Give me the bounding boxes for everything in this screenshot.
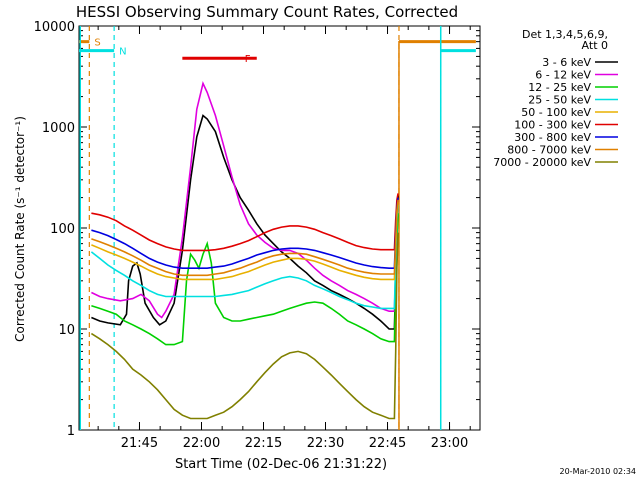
series-line-1 bbox=[91, 80, 399, 319]
series-line-6 bbox=[91, 197, 399, 269]
y-tick-label: 10 bbox=[58, 323, 75, 338]
x-axis-label: Start Time (02-Dec-06 21:31:22) bbox=[175, 457, 387, 472]
legend-entry-label: 800 - 7000 keV bbox=[507, 144, 591, 157]
legend-entry-label: 12 - 25 keV bbox=[528, 81, 591, 94]
x-tick-label: 22:00 bbox=[183, 436, 220, 451]
y-tick-label: 1000 bbox=[42, 121, 75, 136]
x-tick-label: 21:45 bbox=[121, 436, 158, 451]
marker-f-label: F bbox=[245, 54, 251, 65]
series-line-0 bbox=[91, 114, 399, 330]
series-line-8 bbox=[90, 232, 399, 420]
legend-header: Att 0 bbox=[582, 39, 608, 52]
legend-entry-label: 50 - 100 keV bbox=[521, 106, 591, 119]
marker-s-label: S bbox=[94, 38, 100, 49]
y-tick-label: 1 bbox=[67, 424, 75, 439]
chart-title: HESSI Observing Summary Count Rates, Cor… bbox=[76, 3, 458, 21]
legend-entry-label: 100 - 300 keV bbox=[514, 119, 591, 132]
series-line-4 bbox=[91, 202, 399, 281]
series-line-3 bbox=[90, 204, 399, 310]
series-line-7 bbox=[91, 199, 399, 277]
y-tick-label: 10000 bbox=[34, 20, 75, 35]
y-axis-label: Corrected Count Rate (s⁻¹ detector⁻¹) bbox=[13, 116, 27, 342]
legend-header: Det 1,3,4,5,6,9, bbox=[522, 28, 608, 41]
legend-entry-label: 6 - 12 keV bbox=[535, 69, 591, 82]
legend-entry-label: 3 - 6 keV bbox=[542, 56, 591, 69]
footer-timestamp: 20-Mar-2010 02:34 bbox=[560, 467, 637, 476]
series-line-5 bbox=[91, 193, 399, 252]
x-tick-label: 22:45 bbox=[369, 436, 406, 451]
legend-entry-label: 300 - 800 keV bbox=[514, 131, 591, 144]
x-tick-label: 23:00 bbox=[431, 436, 468, 451]
y-tick-label: 100 bbox=[50, 222, 75, 237]
marker-n-label: N bbox=[119, 47, 126, 58]
series-line-2 bbox=[91, 213, 399, 346]
legend-entry-label: 7000 - 20000 keV bbox=[493, 156, 591, 169]
legend-entry-label: 25 - 50 keV bbox=[528, 94, 591, 107]
x-tick-label: 22:15 bbox=[245, 436, 282, 451]
x-tick-label: 22:30 bbox=[307, 436, 344, 451]
plot-area: 1 10 100 1000 10000 21:45 22:00 22:15 22:30 22:45… bbox=[34, 20, 481, 451]
